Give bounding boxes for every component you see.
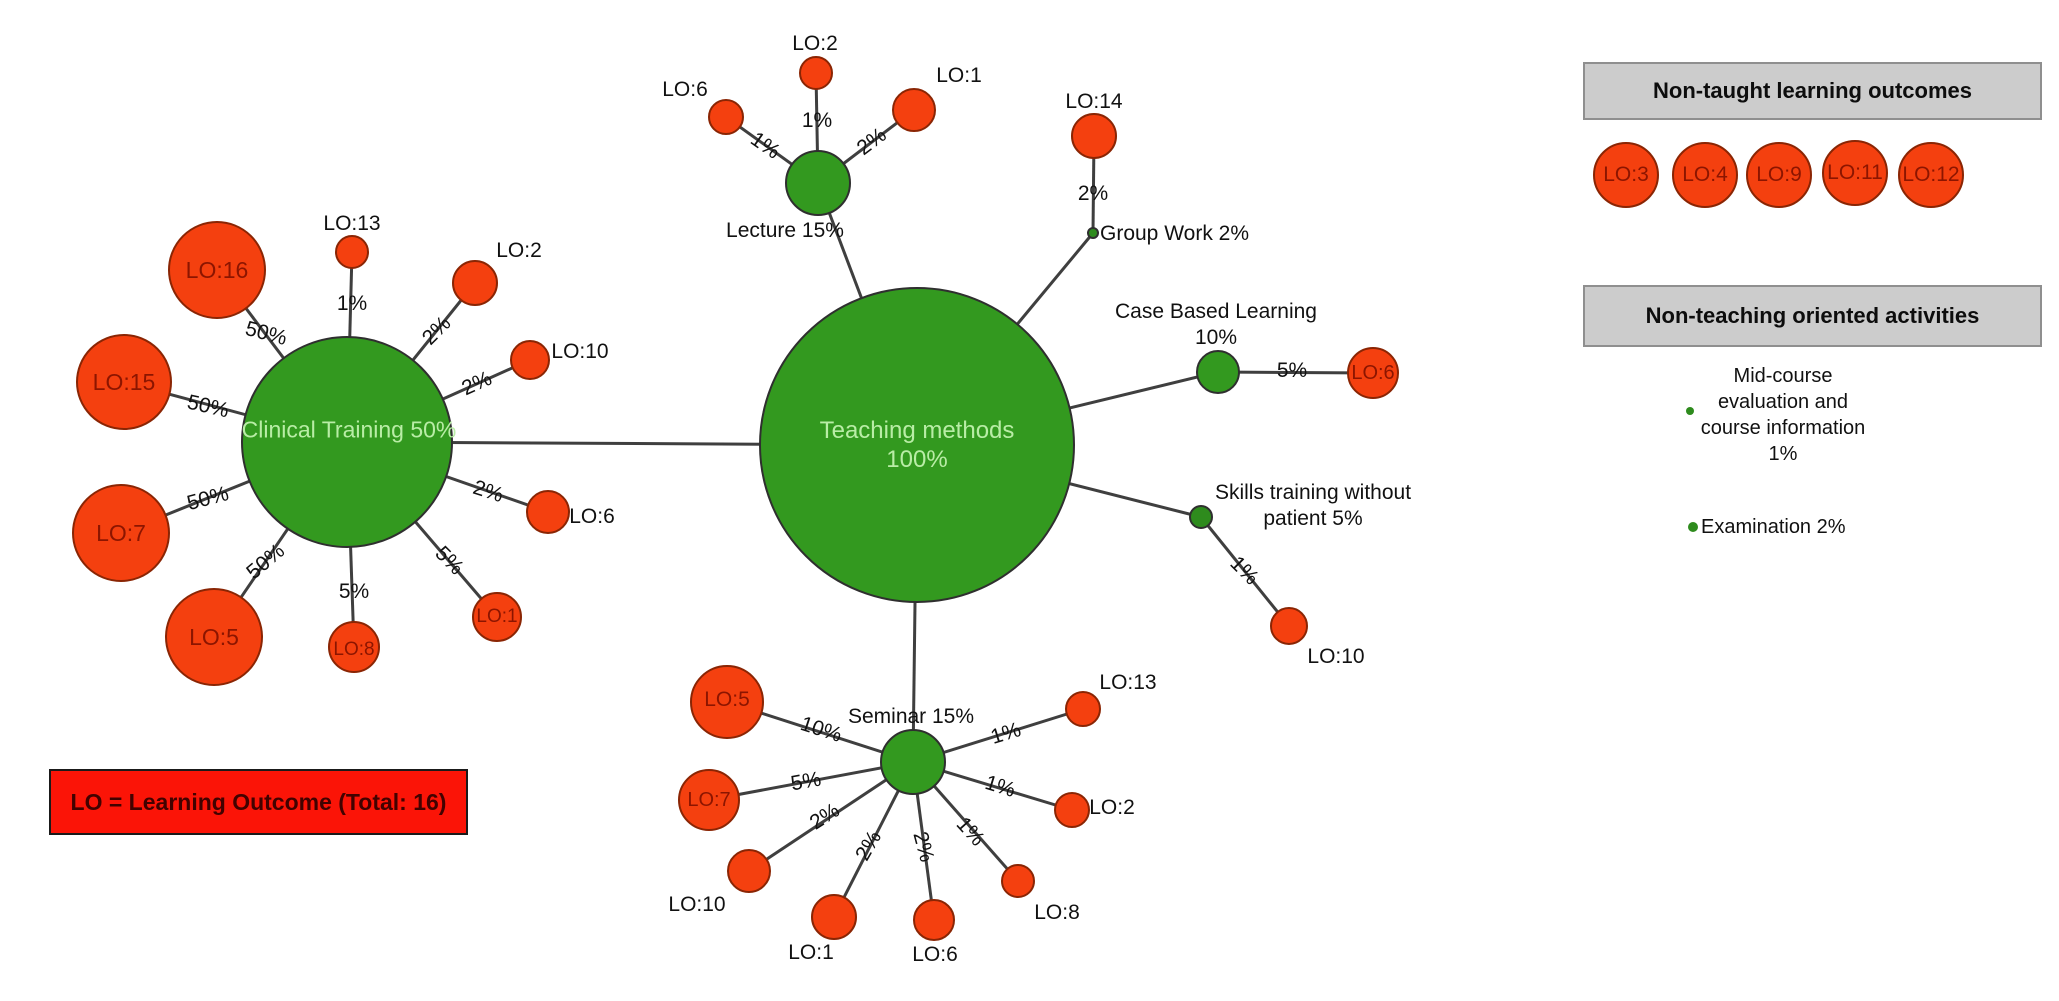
edge-groupwork-gw-lo14-label: 2%: [1077, 182, 1109, 205]
node-sem-lo1-circle: [811, 894, 857, 940]
node-seminar-label: Seminar 15%: [847, 705, 975, 728]
node-sem-lo7-label: LO:7: [687, 789, 731, 811]
node-clinical-label: Clinical Training 50%: [241, 416, 457, 443]
node-skills-lo10-circle: [1270, 607, 1308, 645]
node-lec-lo1-label: LO:1: [936, 64, 982, 87]
legend-lo-circle: LO:3: [1593, 142, 1659, 208]
node-clin-lo15-label: LO:15: [92, 369, 156, 395]
node-sem-lo8-label: LO:8: [1034, 901, 1080, 924]
node-gw-lo14-circle: [1071, 113, 1117, 159]
node-seminar-circle: [880, 729, 946, 795]
node-clin-lo1-circle: [472, 592, 522, 642]
node-clinical-circle: [241, 336, 453, 548]
node-sem-lo10-label: LO:10: [668, 893, 726, 916]
node-lec-lo6-circle: [708, 99, 744, 135]
node-lecture-circle: [785, 150, 851, 216]
node-clin-lo6-label: LO:6: [569, 505, 615, 528]
node-clin-lo8-circle: [328, 621, 380, 673]
node-clin-lo6-circle: [526, 490, 570, 534]
node-clin-lo8-label: LO:8: [333, 639, 375, 660]
edge-lecture-lec-lo2-label: 1%: [801, 109, 833, 132]
node-cbl-label: Case Based Learning 10%: [1115, 300, 1317, 349]
node-cbl-lo6-circle: [1347, 347, 1399, 399]
node-lecture-label: Lecture 15%: [726, 219, 844, 242]
node-clin-lo2-label: LO:2: [496, 239, 542, 262]
edge-cbl-cbl-lo6-label: 5%: [1276, 359, 1308, 382]
node-clin-lo10-circle: [510, 340, 550, 380]
edge-seminar-sem-lo7-line: [708, 760, 914, 802]
examination-label: Examination 2%: [1701, 516, 1846, 538]
node-groupwork-label: Group Work 2%: [1100, 222, 1249, 245]
legend-non-teaching-title: Non-teaching oriented activities: [1645, 303, 1980, 328]
node-clin-lo10-label: LO:10: [551, 340, 609, 363]
node-clin-lo13-label: LO:13: [323, 212, 381, 235]
node-groupwork-circle: [1087, 227, 1099, 239]
legend-lo-circle: LO:11: [1822, 140, 1888, 206]
legend-non-taught-title: Non-taught learning outcomes: [1653, 78, 1972, 103]
node-clin-lo7-circle: [72, 484, 170, 582]
node-gw-lo14-label: LO:14: [1065, 90, 1123, 113]
node-clin-lo16-circle: [168, 221, 266, 319]
node-clin-lo5-label: LO:5: [189, 624, 239, 650]
examination-dot-icon: [1688, 522, 1698, 532]
node-lec-lo6-label: LO:6: [662, 78, 708, 101]
node-teaching-label: Teaching methods 100%: [819, 417, 1015, 473]
legend-lo-circle: LO:12: [1898, 142, 1964, 208]
legend-lo-circle: LO:4: [1672, 142, 1738, 208]
node-sem-lo1-label: LO:1: [788, 941, 834, 964]
node-skills-label: Skills training without patient 5%: [1214, 481, 1412, 530]
node-sem-lo5-label: LO:5: [704, 688, 750, 711]
node-clin-lo13-circle: [335, 235, 369, 269]
node-teaching-circle: [759, 287, 1075, 603]
node-lec-lo1-circle: [892, 88, 936, 132]
node-sem-lo13-circle: [1065, 691, 1101, 727]
node-clin-lo16-label: LO:16: [185, 257, 249, 283]
legend-non-taught-header: Non-taught learning outcomes: [1583, 62, 2042, 120]
node-clin-lo1-label: LO:1: [476, 606, 518, 627]
node-clin-lo5-circle: [165, 588, 263, 686]
node-sem-lo8-circle: [1001, 864, 1035, 898]
note-box: LO = Learning Outcome (Total: 16): [49, 769, 468, 835]
node-sem-lo7-circle: [678, 769, 740, 831]
node-cbl-lo6-label: LO:6: [1351, 362, 1395, 384]
midcourse-label: Mid-course evaluation and course informa…: [1700, 365, 1866, 465]
note-box-label: LO = Learning Outcome (Total: 16): [70, 788, 447, 815]
node-clin-lo2-circle: [452, 260, 498, 306]
legend-non-teaching-header: Non-teaching oriented activities: [1583, 285, 2042, 347]
node-skills-lo10-label: LO:10: [1307, 645, 1365, 668]
node-sem-lo13-label: LO:13: [1099, 671, 1157, 694]
node-skills-circle: [1189, 505, 1213, 529]
node-sem-lo5-circle: [690, 665, 764, 739]
node-sem-lo2-label: LO:2: [1089, 796, 1135, 819]
node-lec-lo2-label: LO:2: [792, 32, 838, 55]
node-sem-lo2-circle: [1054, 792, 1090, 828]
edge-clinical-clin-lo8-label: 5%: [338, 580, 370, 603]
node-clin-lo15-circle: [76, 334, 172, 430]
node-sem-lo6-circle: [913, 899, 955, 941]
node-sem-lo10-circle: [727, 849, 771, 893]
edge-clinical-clin-lo13-label: 1%: [336, 292, 368, 315]
node-lec-lo2-circle: [799, 56, 833, 90]
node-clin-lo7-label: LO:7: [96, 520, 146, 546]
edge-skills-skills-lo10-line: [1199, 516, 1291, 627]
midcourse-dot-icon: [1686, 407, 1694, 415]
legend-lo-circle: LO:9: [1746, 142, 1812, 208]
node-cbl-circle: [1196, 350, 1240, 394]
node-sem-lo6-label: LO:6: [912, 943, 958, 966]
